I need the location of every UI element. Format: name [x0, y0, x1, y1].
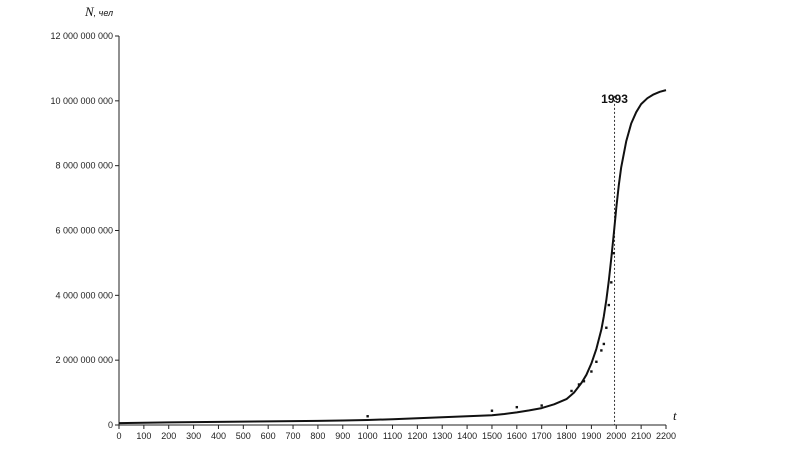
- x-tick-label: 1100: [383, 431, 402, 441]
- y-tick-label: 10 000 000 000: [50, 96, 113, 106]
- y-axis-label: N, чел: [84, 4, 113, 19]
- x-tick-label: 1200: [407, 431, 427, 441]
- data-point: [582, 380, 586, 383]
- data-point: [595, 360, 598, 363]
- data-point: [600, 349, 603, 352]
- x-tick-label: 2100: [631, 431, 651, 441]
- y-tick-label: 0: [108, 420, 113, 430]
- y-axis-unit: , чел: [94, 8, 113, 18]
- x-tick-label: 1400: [457, 431, 477, 441]
- x-tick-label: 700: [286, 431, 301, 441]
- data-point: [605, 326, 608, 329]
- y-tick-label: 12 000 000 000: [50, 31, 113, 41]
- data-point: [515, 405, 519, 409]
- x-tick-label: 2000: [606, 431, 626, 441]
- y-tick-label: 4 000 000 000: [55, 290, 113, 300]
- x-tick-label: 2200: [656, 431, 676, 441]
- x-tick-label: 1000: [358, 431, 378, 441]
- data-point: [590, 370, 593, 373]
- x-tick-label: 400: [211, 431, 226, 441]
- data-point: [612, 251, 615, 255]
- axes: [118, 36, 666, 426]
- x-tick-label: 600: [261, 431, 276, 441]
- x-tick-label: 200: [161, 431, 176, 441]
- x-tick-label: 100: [136, 431, 151, 441]
- population-curve: [118, 89, 667, 425]
- data-point: [610, 281, 613, 284]
- x-tick-label: 500: [236, 431, 251, 441]
- x-tick-label: 1600: [507, 431, 527, 441]
- data-point: [577, 383, 581, 386]
- x-tick-label: 1300: [432, 431, 452, 441]
- x-tick-label: 1500: [482, 431, 502, 441]
- y-axis-symbol: N: [84, 4, 95, 19]
- series-layer: [118, 89, 667, 425]
- x-tick-label: 800: [310, 431, 325, 441]
- y-tick-label: 2 000 000 000: [55, 355, 113, 365]
- year-1993-marker: 1993: [601, 92, 628, 425]
- x-tick-label: 1700: [532, 431, 552, 441]
- y-tick-label: 6 000 000 000: [55, 226, 113, 236]
- data-point: [602, 342, 606, 346]
- data-point: [490, 409, 494, 412]
- x-tick-label: 1900: [581, 431, 601, 441]
- data-point: [540, 404, 543, 407]
- x-tick-label: 1800: [557, 431, 577, 441]
- y-tick-label: 8 000 000 000: [55, 161, 113, 171]
- data-point: [366, 415, 369, 418]
- x-axis-ticks: 0 100 200 300 400 500 600 700 800 900 1000 1100 1200…: [116, 425, 676, 441]
- x-tick-label: 900: [335, 431, 350, 441]
- x-axis-label: t: [673, 408, 677, 423]
- year-1993-label: 1993: [601, 92, 628, 106]
- x-tick-label: 0: [116, 431, 121, 441]
- x-tick-label: 300: [186, 431, 201, 441]
- data-point: [570, 389, 573, 393]
- data-point: [607, 303, 611, 307]
- y-axis-ticks: 0 2 000 000 000 4 000 000 000 6 000 000 000…: [50, 31, 119, 430]
